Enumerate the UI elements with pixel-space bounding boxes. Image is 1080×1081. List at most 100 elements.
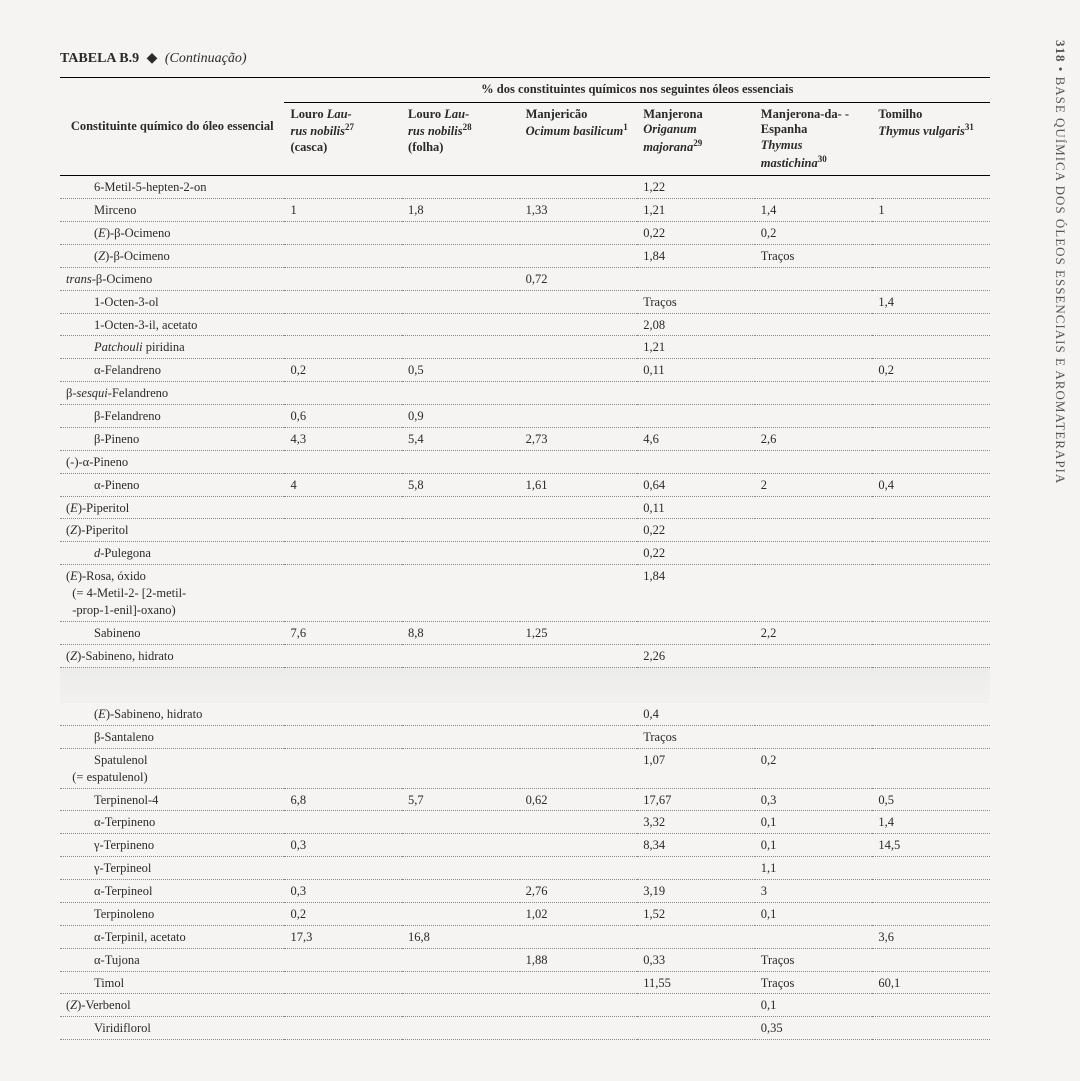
value-cell: 0,1 [755, 994, 873, 1017]
value-cell: 2 [755, 473, 873, 496]
value-cell [872, 948, 990, 971]
value-cell: 2,2 [755, 621, 873, 644]
value-cell [872, 994, 990, 1017]
value-cell: 0,5 [402, 359, 520, 382]
group-header: % dos constituintes químicos nos seguint… [284, 78, 990, 103]
table-row: Mirceno11,81,331,211,41 [60, 199, 990, 222]
constituent-name: Viridiflorol [60, 1017, 284, 1040]
table-head: Constituinte químico do óleo essencial %… [60, 78, 990, 176]
value-cell [755, 313, 873, 336]
value-cell: 2,73 [520, 427, 638, 450]
value-cell [284, 725, 402, 748]
value-cell [520, 748, 638, 788]
value-cell: 3,32 [637, 811, 755, 834]
value-cell [284, 382, 402, 405]
table-row: Patchouli piridina1,21 [60, 336, 990, 359]
value-cell: 0,2 [755, 748, 873, 788]
value-cell [755, 336, 873, 359]
first-col-header: Constituinte químico do óleo essencial [60, 78, 284, 176]
table-row: β-sesqui-Felandreno [60, 382, 990, 405]
value-cell [402, 1017, 520, 1040]
value-cell: 0,1 [755, 902, 873, 925]
table-row: α-Felandreno0,20,50,110,2 [60, 359, 990, 382]
value-cell [755, 703, 873, 725]
value-cell: 1 [872, 199, 990, 222]
value-cell [284, 994, 402, 1017]
column-header: Louro Lau-rus nobilis27(casca) [284, 102, 402, 176]
value-cell [402, 880, 520, 903]
value-cell [520, 971, 638, 994]
value-cell [520, 496, 638, 519]
value-cell: 1,84 [637, 565, 755, 622]
value-cell: 1 [284, 199, 402, 222]
value-cell: 3,19 [637, 880, 755, 903]
value-cell [637, 450, 755, 473]
value-cell: 0,4 [872, 473, 990, 496]
value-cell [402, 834, 520, 857]
constituent-name: trans-β-Ocimeno [60, 267, 284, 290]
table-row: (E)-Sabineno, hidrato0,4 [60, 703, 990, 725]
table-row: (Z)-Sabineno, hidrato2,26 [60, 644, 990, 667]
value-cell [402, 748, 520, 788]
value-cell: 1,21 [637, 199, 755, 222]
constituent-name: (Z)-β-Ocimeno [60, 244, 284, 267]
value-cell: 11,55 [637, 971, 755, 994]
value-cell: 3 [755, 880, 873, 903]
value-cell [872, 621, 990, 644]
value-cell [872, 427, 990, 450]
value-cell [637, 994, 755, 1017]
column-header: Manjerona-da- -EspanhaThymus mastichina3… [755, 102, 873, 176]
value-cell [520, 519, 638, 542]
value-cell [872, 382, 990, 405]
value-cell [402, 703, 520, 725]
value-cell: 17,67 [637, 788, 755, 811]
value-cell [755, 176, 873, 199]
value-cell: 0,2 [284, 359, 402, 382]
value-cell [755, 496, 873, 519]
value-cell [402, 222, 520, 245]
table-row: Terpinoleno0,21,021,520,1 [60, 902, 990, 925]
value-cell [872, 902, 990, 925]
value-cell [284, 565, 402, 622]
value-cell: 1,52 [637, 902, 755, 925]
value-cell [637, 857, 755, 880]
value-cell: 0,11 [637, 359, 755, 382]
value-cell [402, 313, 520, 336]
running-head-text: BASE QUÍMICA DOS ÓLEOS ESSENCIAIS E AROM… [1053, 77, 1068, 485]
value-cell [755, 290, 873, 313]
value-cell [284, 176, 402, 199]
value-cell [520, 703, 638, 725]
value-cell: 14,5 [872, 834, 990, 857]
value-cell: 0,3 [284, 880, 402, 903]
value-cell [637, 925, 755, 948]
value-cell: 17,3 [284, 925, 402, 948]
column-header: ManjeronaOriganum majorana29 [637, 102, 755, 176]
value-cell [284, 644, 402, 667]
value-cell [520, 644, 638, 667]
value-cell [520, 925, 638, 948]
value-cell [284, 857, 402, 880]
value-cell [284, 519, 402, 542]
value-cell [402, 644, 520, 667]
value-cell [402, 811, 520, 834]
value-cell [637, 267, 755, 290]
constituent-name: (E)-β-Ocimeno [60, 222, 284, 245]
value-cell: 4,6 [637, 427, 755, 450]
value-cell: 1,8 [402, 199, 520, 222]
constituent-name: α-Terpinil, acetato [60, 925, 284, 948]
value-cell [520, 290, 638, 313]
value-cell: 1,07 [637, 748, 755, 788]
constituent-name: Mirceno [60, 199, 284, 222]
value-cell [520, 222, 638, 245]
value-cell [284, 336, 402, 359]
value-cell: 0,6 [284, 405, 402, 428]
value-cell [402, 382, 520, 405]
constituent-name: Patchouli piridina [60, 336, 284, 359]
value-cell: 0,72 [520, 267, 638, 290]
value-cell [872, 405, 990, 428]
table-row [60, 667, 990, 703]
value-cell [872, 1017, 990, 1040]
value-cell [872, 222, 990, 245]
constituent-name: γ-Terpineol [60, 857, 284, 880]
value-cell [520, 857, 638, 880]
